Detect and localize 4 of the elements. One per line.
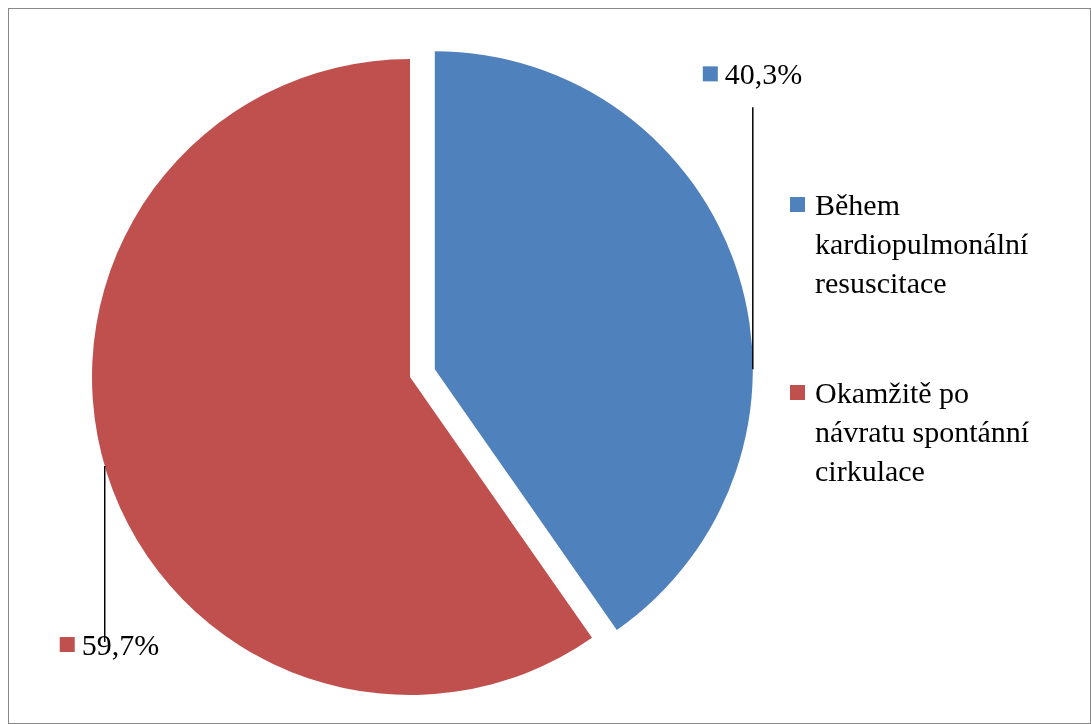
data-label: 40,3% [724,57,803,91]
legend-label: Během kardiopulmonální resuscitace [815,188,1029,299]
data-label: 59,7% [81,628,160,662]
legend-label: Okamžitě po návratu spontánní cirkulace [815,376,1030,487]
